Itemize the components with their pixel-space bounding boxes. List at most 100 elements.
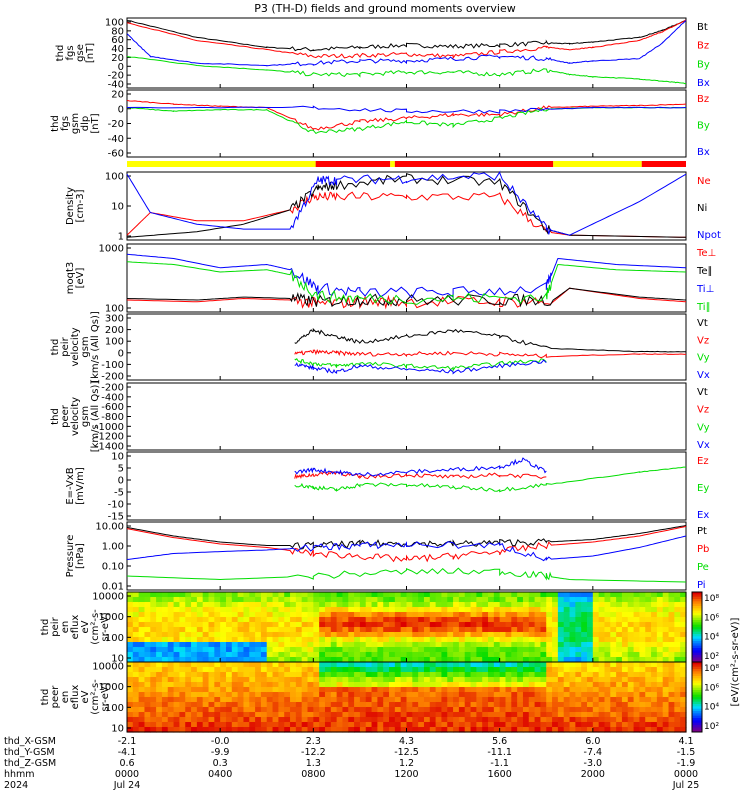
- heat-cell: [383, 632, 390, 638]
- heat-cell: [575, 627, 582, 633]
- heat-cell: [488, 717, 495, 723]
- heat-cell: [575, 647, 582, 653]
- heat-cell: [383, 617, 390, 623]
- heat-cell: [383, 612, 390, 618]
- heat-cell: [383, 607, 390, 613]
- heat-cell: [127, 637, 134, 643]
- heat-cell: [295, 717, 303, 723]
- heat-cell: [680, 697, 687, 703]
- heat-cell: [389, 677, 396, 683]
- heat-cell: [290, 712, 297, 718]
- heat-cell: [161, 712, 169, 718]
- heat-cell: [144, 627, 151, 633]
- heat-cell: [179, 722, 186, 728]
- heat-cell: [447, 717, 454, 723]
- heat-cell: [354, 727, 361, 733]
- colorbar-cell: [692, 627, 702, 630]
- heat-cell: [220, 717, 227, 723]
- y-tick-label: -1200: [95, 432, 124, 443]
- heat-cell: [260, 727, 268, 733]
- heat-cell: [214, 632, 221, 638]
- heat-cell: [278, 702, 285, 708]
- heat-cell: [633, 722, 641, 728]
- heat-cell: [651, 717, 658, 723]
- heat-cell: [161, 622, 169, 628]
- heat-cell: [493, 642, 501, 648]
- heat-cell: [540, 727, 547, 733]
- colorbar-tick-label: 10⁶: [704, 683, 719, 693]
- y-tick-label: 10.00: [95, 522, 124, 533]
- heat-cell: [656, 667, 664, 673]
- heat-cell: [406, 712, 413, 718]
- heat-cell: [668, 602, 675, 608]
- heat-cell: [266, 717, 274, 723]
- heat-cell: [435, 717, 443, 723]
- heat-cell: [196, 647, 204, 653]
- heat-cell: [668, 597, 675, 603]
- heat-cell: [563, 607, 571, 613]
- heat-cell: [482, 622, 489, 628]
- heat-cell: [581, 702, 588, 708]
- heat-cell: [231, 687, 239, 693]
- heat-cell: [627, 652, 635, 658]
- colorbar-cell: [692, 725, 702, 728]
- heat-cell: [651, 687, 658, 693]
- heat-cell: [651, 702, 658, 708]
- heat-cell: [342, 687, 349, 693]
- heat-cell: [423, 602, 431, 608]
- heat-cell: [295, 657, 303, 663]
- heat-cell: [290, 667, 297, 673]
- heat-cell: [132, 642, 140, 648]
- heat-cell: [132, 707, 140, 713]
- heat-cell: [552, 682, 559, 688]
- heat-cell: [295, 627, 303, 633]
- heat-cell: [633, 692, 641, 698]
- heat-cell: [522, 692, 530, 698]
- heat-cell: [307, 707, 314, 713]
- heat-cell: [127, 612, 134, 618]
- heat-cell: [505, 677, 512, 683]
- heat-cell: [592, 612, 600, 618]
- legend-entry: Vz: [697, 405, 709, 416]
- heat-cell: [284, 612, 291, 618]
- heat-cell: [144, 652, 151, 658]
- legend-entry: By: [697, 59, 710, 70]
- heat-cell: [342, 642, 349, 648]
- heat-cell: [406, 722, 413, 728]
- heat-cell: [662, 637, 670, 643]
- heat-cell: [371, 662, 378, 668]
- heat-cell: [534, 712, 542, 718]
- heat-cell: [237, 647, 245, 653]
- heat-cell: [668, 612, 675, 618]
- y-tick-label: 100: [105, 337, 124, 348]
- heat-cell: [557, 622, 565, 628]
- heat-cell: [208, 642, 215, 648]
- heat-cell: [534, 637, 542, 643]
- heat-cell: [208, 672, 215, 678]
- heat-cell: [447, 702, 454, 708]
- heat-cell: [575, 702, 582, 708]
- heat-cell: [365, 602, 373, 608]
- heat-cell: [167, 707, 175, 713]
- heat-cell: [132, 697, 140, 703]
- colorbar-tick-label: 10²: [704, 722, 719, 732]
- heat-cell: [365, 672, 373, 678]
- heat-cell: [249, 647, 256, 653]
- heat-cell: [225, 697, 233, 703]
- heat-cell: [191, 727, 198, 733]
- heat-cell: [447, 597, 454, 603]
- heat-cell: [284, 657, 291, 663]
- heat-cell: [179, 602, 186, 608]
- heat-cell: [301, 682, 309, 688]
- legend-entry: Npot: [697, 230, 721, 241]
- heat-cell: [156, 722, 163, 728]
- heat-cell: [511, 602, 518, 608]
- heat-cell: [493, 632, 501, 638]
- heat-cell: [202, 602, 210, 608]
- heat-cell: [196, 712, 204, 718]
- heat-cell: [127, 682, 134, 688]
- heat-cell: [319, 617, 326, 623]
- heat-cell: [604, 592, 611, 598]
- heat-cell: [621, 597, 629, 603]
- heat-cell: [225, 597, 233, 603]
